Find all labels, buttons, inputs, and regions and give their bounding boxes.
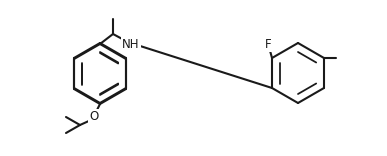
Text: NH: NH xyxy=(122,37,140,51)
Text: O: O xyxy=(89,110,99,124)
Text: F: F xyxy=(265,37,271,51)
